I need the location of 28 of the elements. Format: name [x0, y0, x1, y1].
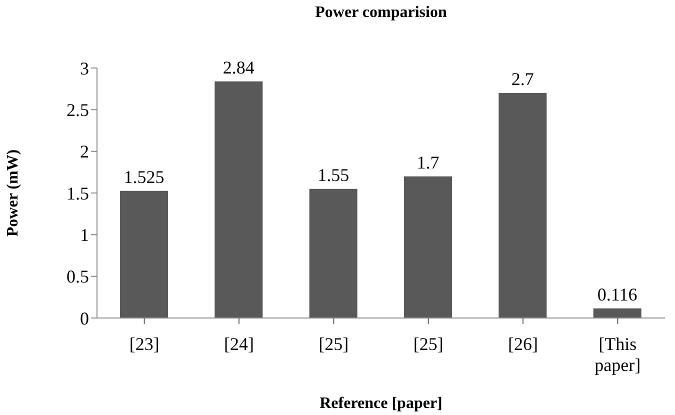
data-label: 1.55 — [318, 164, 350, 185]
y-tick-label: 2.5 — [66, 100, 89, 120]
y-tick-label: 0 — [80, 308, 89, 328]
x-tick-label: [25] — [413, 334, 444, 354]
bar — [593, 308, 642, 318]
y-tick-label: 1.5 — [66, 183, 89, 204]
bar — [404, 176, 452, 318]
data-label: 1.7 — [416, 152, 440, 172]
x-tick-label: [This paper] — [594, 334, 641, 375]
data-label: 0.116 — [597, 284, 638, 304]
y-tick-label: 1 — [80, 225, 89, 246]
y-tick-label: 0.5 — [66, 266, 89, 287]
y-tick-label: 2 — [80, 142, 89, 162]
bar — [120, 190, 168, 318]
x-tick-label: [23] — [129, 334, 160, 354]
bar — [214, 81, 263, 318]
y-axis-title: Power (mW) — [4, 149, 22, 237]
data-label: 1.525 — [124, 166, 164, 187]
bar — [309, 188, 358, 318]
data-label: 2.7 — [511, 69, 534, 89]
y-tick-label: 3 — [80, 58, 89, 78]
x-tick-label: [24] — [224, 334, 254, 354]
bar — [498, 93, 547, 318]
x-tick-label: [25] — [318, 334, 349, 354]
x-axis-title: Reference [paper] — [320, 395, 442, 412]
data-label: 2.84 — [222, 57, 254, 78]
x-tick-label: [26] — [508, 334, 538, 354]
chart-title: Power comparision — [314, 4, 448, 22]
